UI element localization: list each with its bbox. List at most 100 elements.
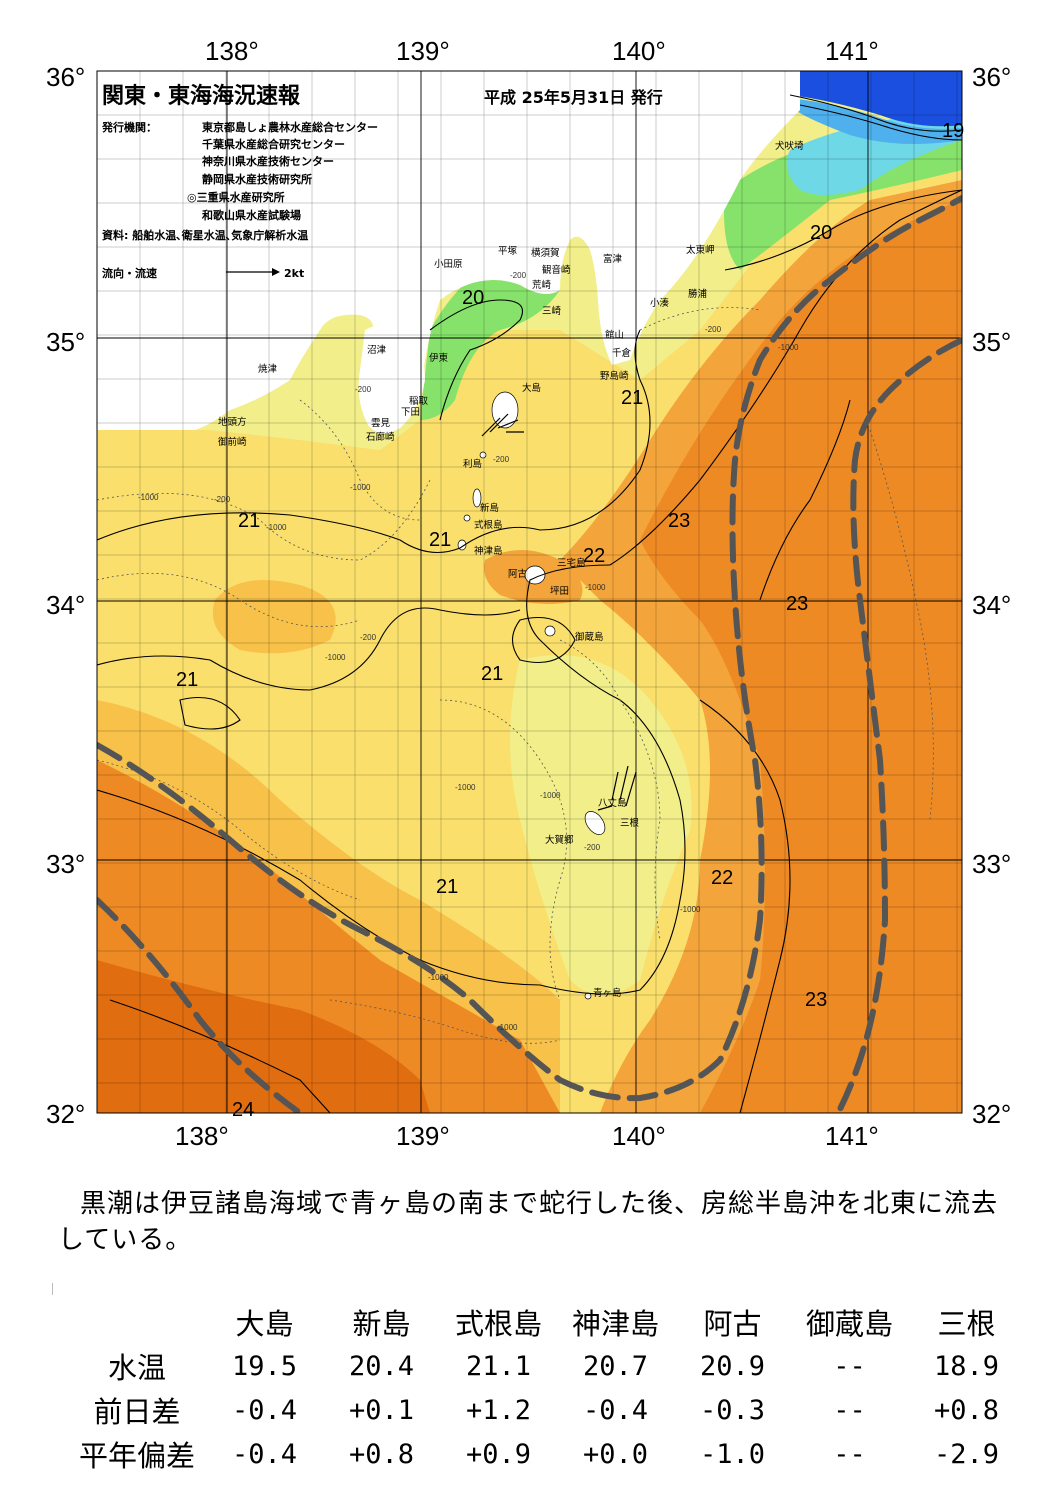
isotherm-label: 21 bbox=[176, 669, 198, 691]
lon-label: 141° bbox=[825, 1121, 879, 1151]
lat-label: 34° bbox=[46, 590, 85, 620]
table-corner bbox=[68, 1300, 206, 1344]
lon-label: 139° bbox=[396, 1121, 450, 1151]
isotherm-label: 21 bbox=[429, 529, 451, 551]
depth-label: -1000 bbox=[778, 343, 799, 352]
cold-core bbox=[785, 71, 962, 127]
place-label: 小湊 bbox=[650, 297, 670, 309]
table-cell: 20.9 bbox=[699, 1350, 766, 1382]
table-cell: +0.1 bbox=[348, 1394, 415, 1426]
place-label: 沼津 bbox=[367, 345, 387, 356]
depth-label: -200 bbox=[360, 633, 377, 642]
place-label: 神津島 bbox=[474, 545, 503, 557]
depth-label: -1000 bbox=[266, 523, 287, 532]
table-cell: -2.9 bbox=[933, 1438, 1000, 1470]
depth-label: -1000 bbox=[428, 973, 449, 982]
lat-label: 32° bbox=[972, 1099, 1011, 1129]
island-temperature-table: 大島 新島 式根島 神津島 阿古 御蔵島 三根 水温 19.5 20.4 21.… bbox=[68, 1300, 1025, 1476]
place-label: 館山 bbox=[605, 329, 624, 341]
island-shikinejima bbox=[463, 514, 471, 522]
depth-label: -200 bbox=[510, 271, 527, 280]
place-label: 坪田 bbox=[550, 585, 569, 597]
place-label: 観音崎 bbox=[542, 264, 571, 276]
issuer-name: 千葉県水産総合研究センター bbox=[202, 137, 345, 151]
place-label: 阿古 bbox=[508, 568, 528, 580]
depth-label: -1000 bbox=[325, 653, 346, 662]
depth-label: -200 bbox=[705, 325, 722, 334]
isotherm-label: 22 bbox=[583, 545, 605, 567]
water-24-zone bbox=[97, 960, 430, 1113]
table-cell: -0.3 bbox=[699, 1394, 766, 1426]
issuer-name: 神奈川県水産技術センター bbox=[202, 154, 334, 168]
place-label: 伊東 bbox=[429, 352, 449, 364]
isotherms bbox=[97, 94, 962, 1113]
place-label: 青ヶ島 bbox=[593, 987, 622, 999]
issue-date: 平成 25年5月31日 発行 bbox=[484, 88, 663, 107]
lat-label: 33° bbox=[46, 849, 85, 879]
depth-contours bbox=[97, 307, 934, 1044]
island-mikurajima bbox=[544, 625, 556, 637]
bottom-longitude-labels: 138° 139° 140° 141° bbox=[175, 1121, 879, 1151]
lon-label: 141° bbox=[825, 36, 879, 66]
row-header: 水温 bbox=[107, 1351, 166, 1385]
isotherm-label: 21 bbox=[436, 876, 458, 898]
issuer-label: 発行機関： bbox=[101, 120, 157, 134]
lat-label: 36° bbox=[46, 62, 85, 92]
issuer-name: 静岡県水産技術研究所 bbox=[202, 172, 312, 186]
table-cell: 20.4 bbox=[348, 1350, 415, 1382]
depth-label: -200 bbox=[355, 385, 372, 394]
lat-label: 32° bbox=[46, 1099, 85, 1129]
map-title: 関東・東海海況速報 bbox=[102, 83, 301, 109]
depth-label: -1000 bbox=[350, 483, 371, 492]
place-label: 石廊崎 bbox=[366, 431, 395, 443]
table-row: 水温 19.5 20.4 21.1 20.7 20.9 -- 18.9 bbox=[68, 1344, 1025, 1388]
flow-legend-label: 流向・流速 bbox=[102, 266, 157, 280]
isotherm-label: 22 bbox=[711, 867, 733, 889]
right-latitude-labels: 36° 35° 34° 33° 32° bbox=[972, 62, 1011, 1129]
place-label: 横須賀 bbox=[531, 247, 560, 259]
table-cell: +0.8 bbox=[933, 1394, 1000, 1426]
isotherm-label: 19 bbox=[942, 120, 964, 142]
divider-mark bbox=[52, 1283, 53, 1295]
island-toshima bbox=[479, 451, 487, 459]
issuer-name: 東京都島しょ農林水産総合センター bbox=[202, 120, 378, 134]
depth-label: -200 bbox=[584, 843, 601, 852]
row-header: 平年偏差 bbox=[78, 1439, 195, 1473]
place-label: 式根島 bbox=[474, 519, 503, 531]
station-header: 三根 bbox=[937, 1307, 996, 1341]
station-header: 式根島 bbox=[454, 1307, 542, 1341]
temperature-fields bbox=[97, 71, 962, 1113]
place-label: 小田原 bbox=[434, 259, 463, 270]
lon-label: 139° bbox=[396, 36, 450, 66]
map-frame bbox=[96, 70, 963, 1114]
station-header: 御蔵島 bbox=[805, 1307, 893, 1341]
depth-label: -1000 bbox=[138, 493, 159, 502]
place-label: 地頭方 bbox=[218, 416, 247, 428]
place-label: 太東岬 bbox=[686, 244, 715, 256]
grid bbox=[97, 71, 962, 1113]
table-cell: +1.2 bbox=[465, 1394, 532, 1426]
current-arrows bbox=[481, 413, 637, 811]
table-cell: -0.4 bbox=[231, 1394, 298, 1426]
water-20-zone-sagami bbox=[420, 258, 560, 420]
land-izu bbox=[358, 322, 425, 434]
place-label: 野島崎 bbox=[600, 370, 629, 382]
lon-label: 140° bbox=[612, 1121, 666, 1151]
isotherm-label: 21 bbox=[238, 510, 260, 532]
table-cell: -- bbox=[833, 1350, 866, 1382]
depth-label: -1000 bbox=[455, 783, 476, 792]
depth-label: -1000 bbox=[497, 1023, 518, 1032]
place-label: 大島 bbox=[522, 382, 541, 394]
place-labels: 犬吠埼 太東岬 勝浦 小湊 富津 横須賀 観音崎 荒崎 三崎 平塚 小田原 館山… bbox=[218, 140, 804, 999]
table-cell: +0.8 bbox=[348, 1438, 415, 1470]
isotherm-label: 21 bbox=[621, 387, 643, 409]
place-label: 犬吠埼 bbox=[775, 140, 804, 152]
table-cell: -- bbox=[833, 1394, 866, 1426]
island-niijima bbox=[472, 488, 482, 508]
place-label: 荒崎 bbox=[532, 279, 552, 291]
place-label: 八丈島 bbox=[598, 797, 627, 809]
kuroshio-summary: 黒潮は伊豆諸島海域で青ヶ島の南まで蛇行した後、房総半島沖を北東に流去している。 bbox=[58, 1189, 999, 1255]
table-row: 前日差 -0.4 +0.1 +1.2 -0.4 -0.3 -- +0.8 bbox=[68, 1388, 1025, 1432]
island-hachijojima bbox=[584, 811, 606, 835]
